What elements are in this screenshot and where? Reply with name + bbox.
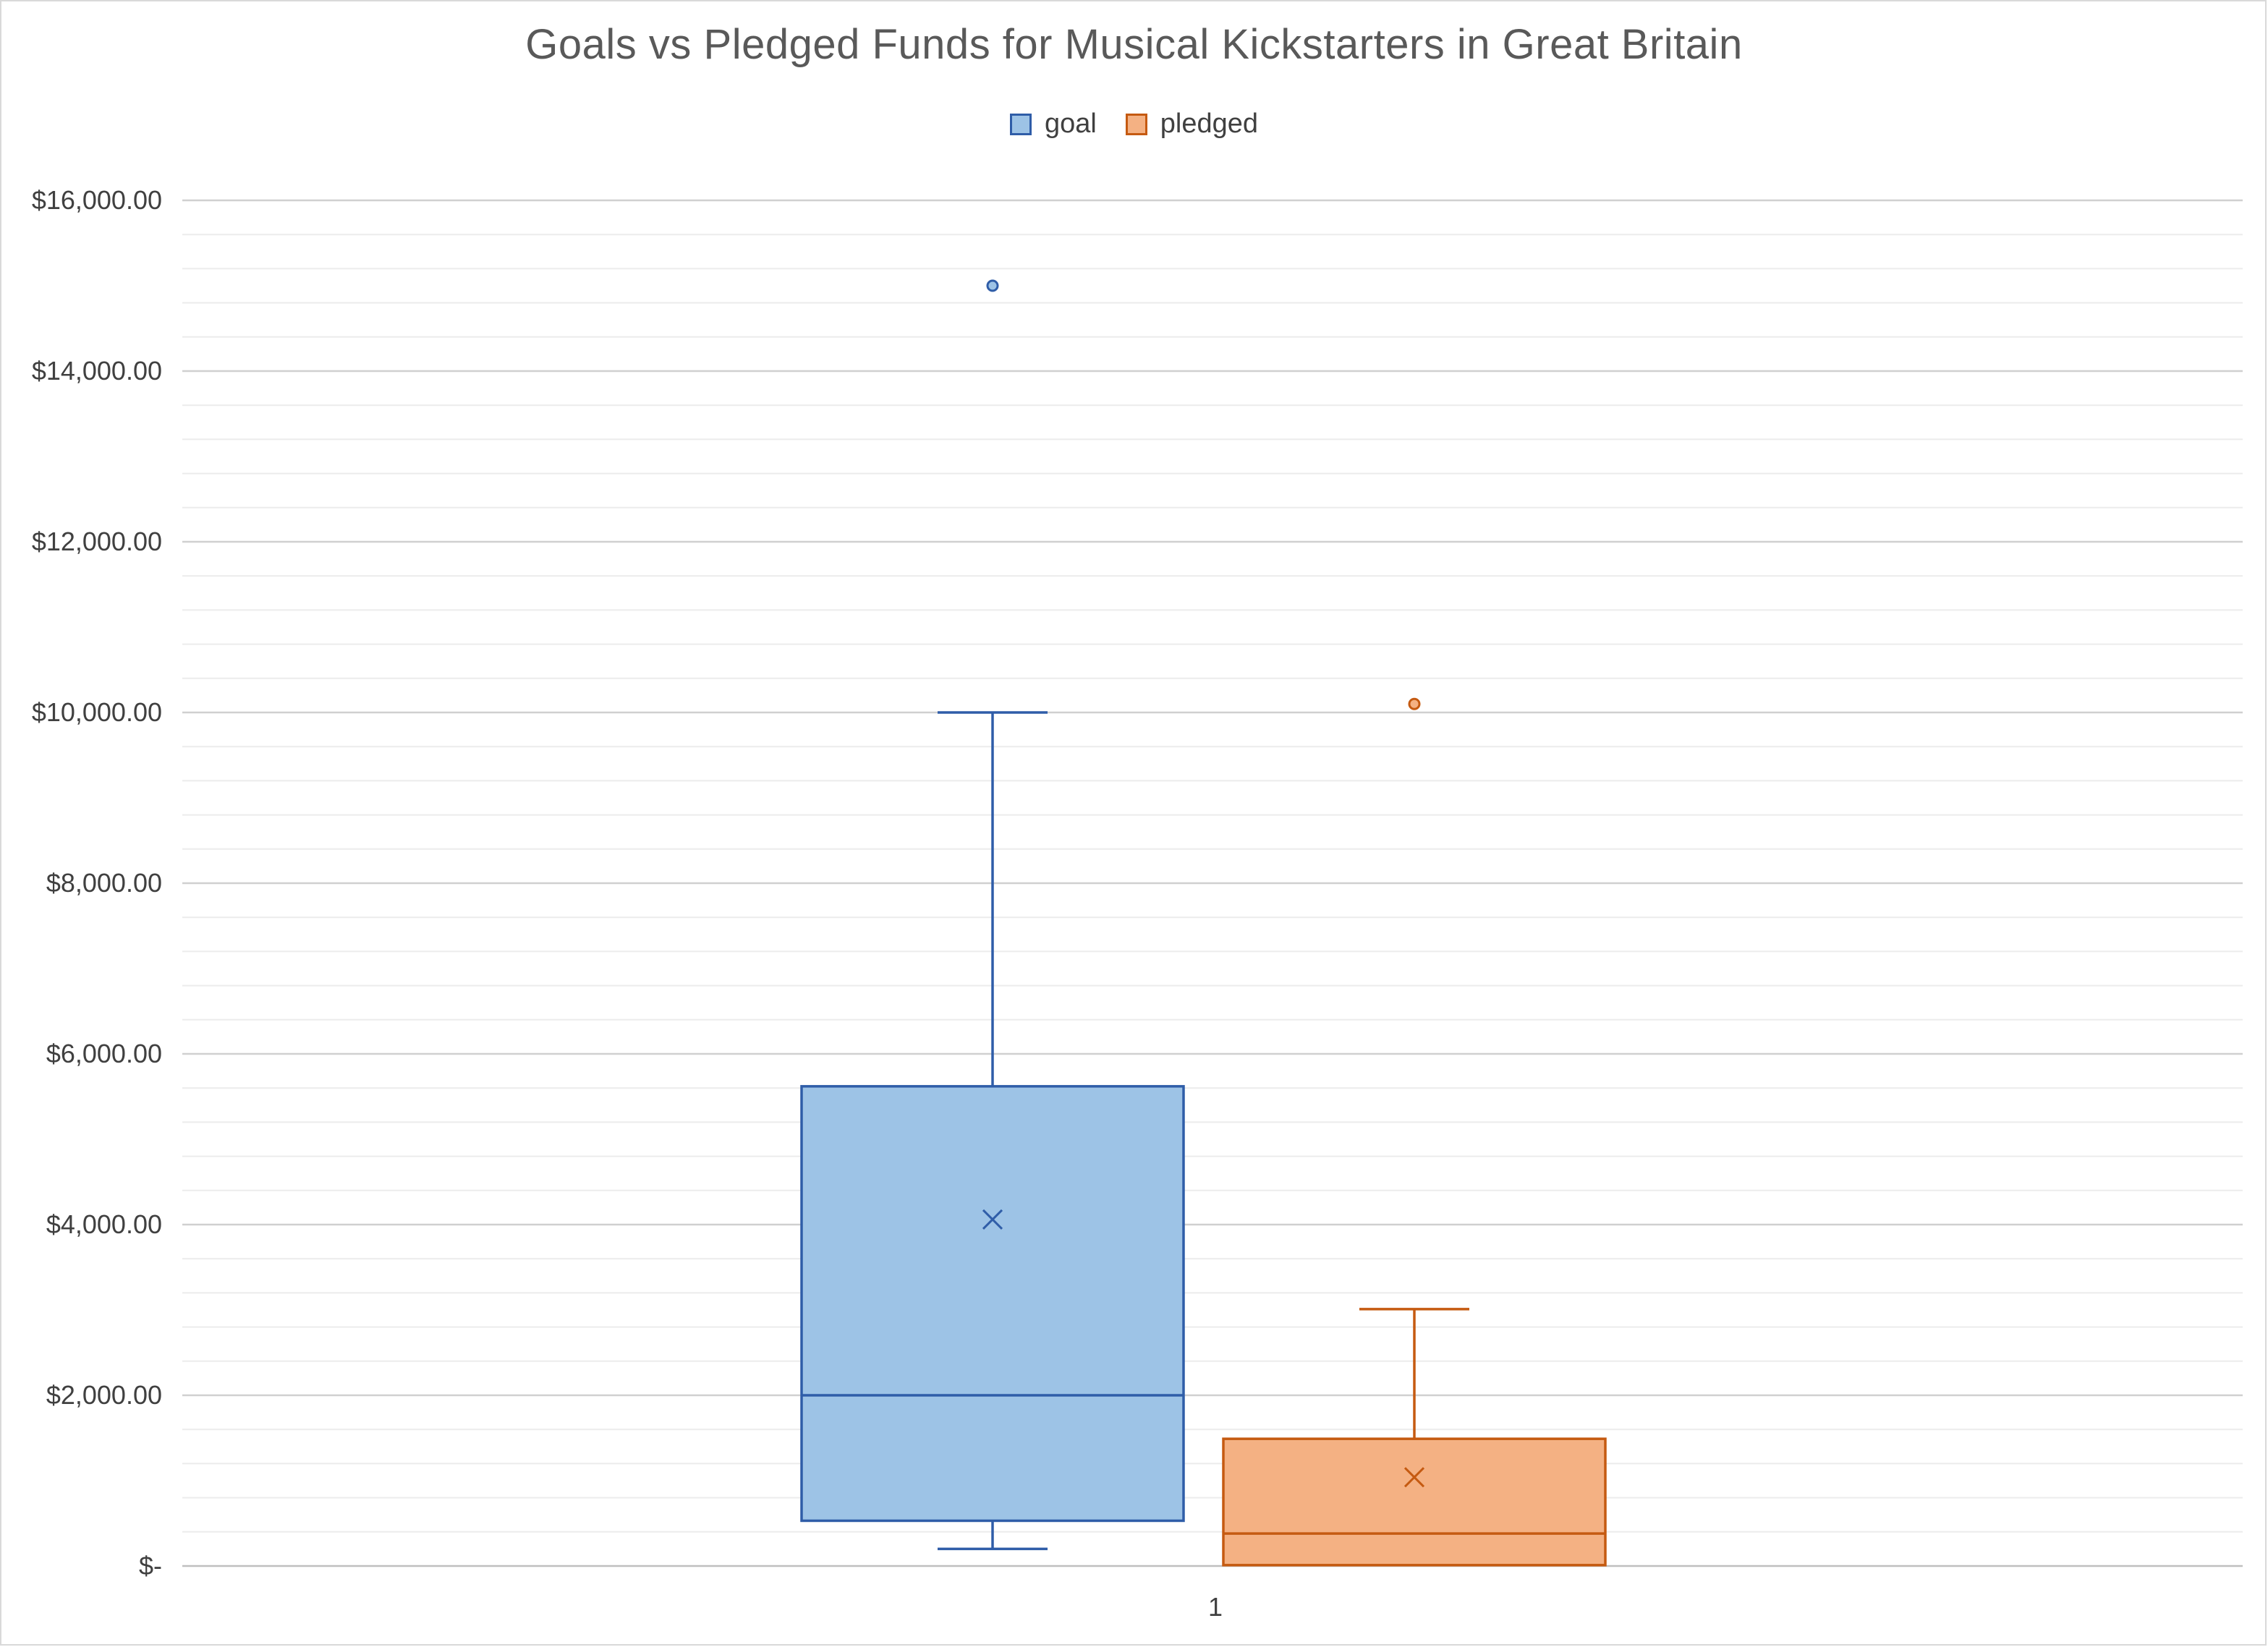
goal-outlier <box>986 279 999 292</box>
legend-item-goal: goal <box>1009 108 1097 140</box>
y-tick-label: $16,000.00 <box>32 185 162 215</box>
y-tick-label: $8,000.00 <box>46 868 162 898</box>
y-tick-label: $6,000.00 <box>46 1039 162 1068</box>
legend-item-pledged: pledged <box>1125 108 1259 140</box>
pledged-mean-marker <box>1403 1467 1425 1488</box>
legend-swatch-pledged <box>1125 113 1147 135</box>
y-tick-label: $- <box>139 1551 162 1580</box>
pledged-box <box>1222 1437 1607 1567</box>
goal-mean-marker <box>982 1209 1003 1230</box>
legend-label-pledged: pledged <box>1160 108 1259 139</box>
y-tick-label: $2,000.00 <box>46 1380 162 1410</box>
legend-swatch-goal <box>1009 113 1032 135</box>
legend: goal pledged <box>0 108 2268 140</box>
y-tick-label: $14,000.00 <box>32 356 162 386</box>
y-tick-label: $10,000.00 <box>32 697 162 727</box>
goal-box <box>800 1085 1185 1523</box>
legend-label-goal: goal <box>1044 108 1097 139</box>
chart-title: Goals vs Pledged Funds for Musical Kicks… <box>525 21 1743 68</box>
pledged-outlier <box>1408 697 1421 710</box>
y-tick-label: $4,000.00 <box>46 1209 162 1239</box>
y-tick-label: $12,000.00 <box>32 527 162 556</box>
x-category-label: 1 <box>1208 1592 1223 1622</box>
